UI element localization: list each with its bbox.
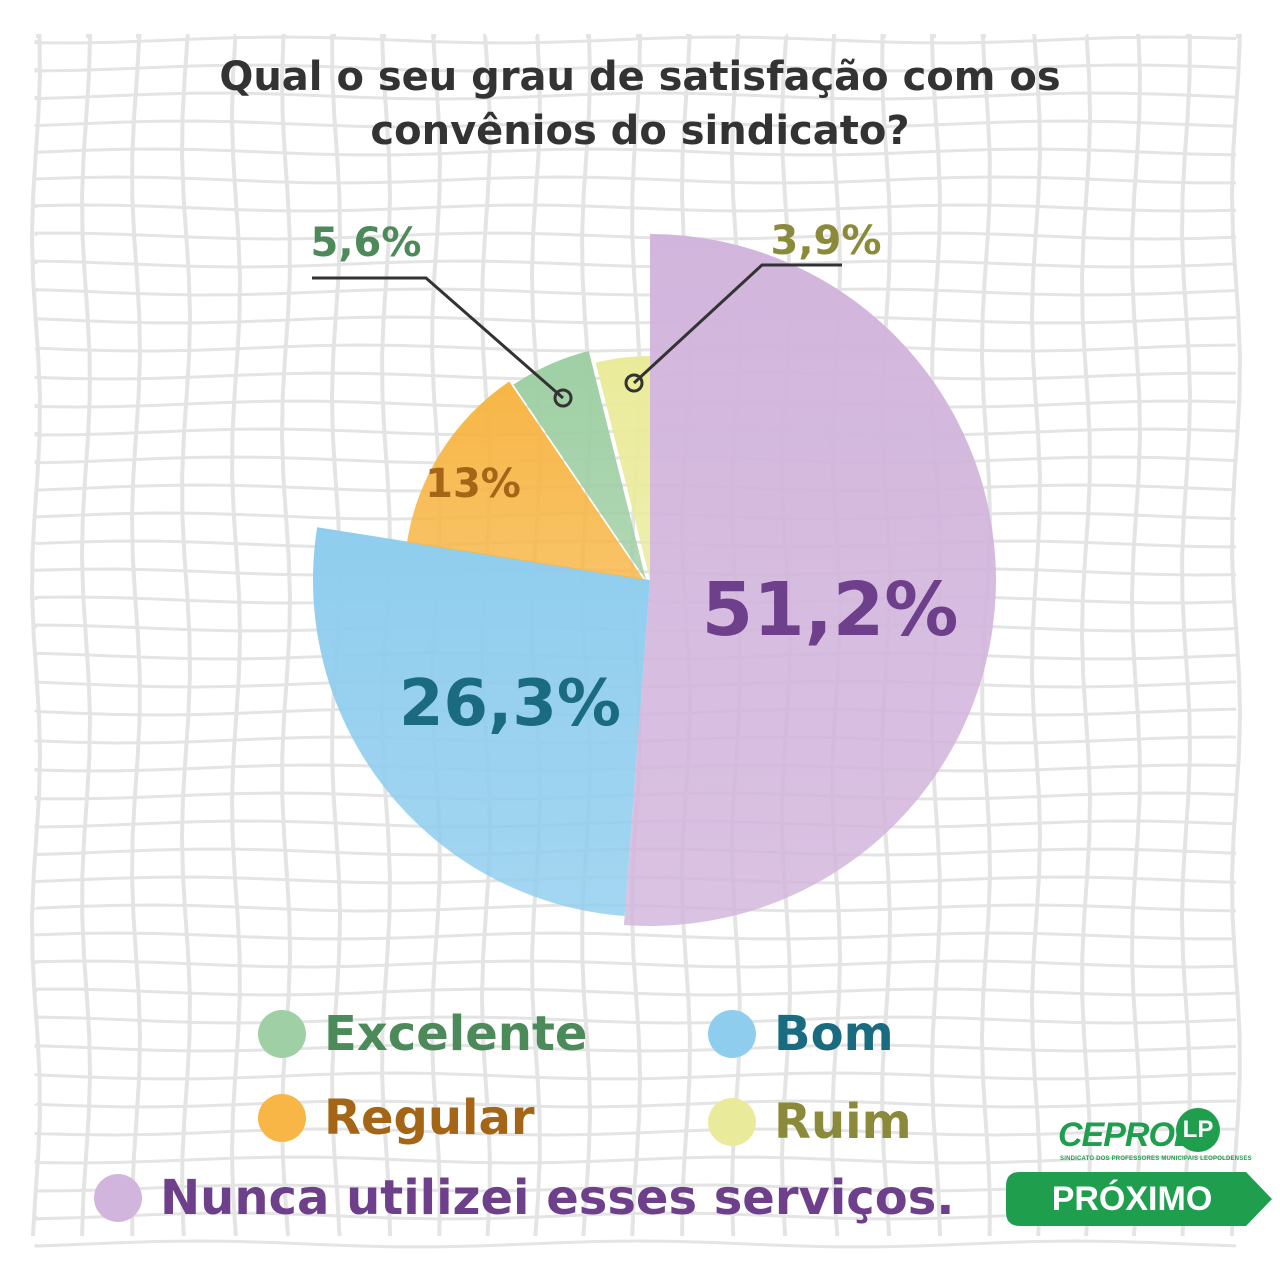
pie-slice bbox=[595, 356, 650, 580]
legend-label: Nunca utilizei esses serviços. bbox=[160, 1170, 955, 1226]
legend-label: Excelente bbox=[324, 1006, 588, 1062]
chart-title: Qual o seu grau de satisfação com os con… bbox=[0, 50, 1280, 158]
pie-slice bbox=[623, 234, 997, 927]
next-button-label: PRÓXIMO bbox=[1051, 1180, 1213, 1218]
grid-line bbox=[1080, 34, 1093, 1237]
legend-label: Regular bbox=[324, 1090, 535, 1146]
legend-item-nunca-utilizei: Nunca utilizei esses serviços. bbox=[94, 1170, 955, 1226]
grid-line bbox=[1029, 34, 1043, 1237]
leader-dot bbox=[624, 373, 644, 393]
grid-line bbox=[34, 259, 1237, 269]
grid-line bbox=[34, 203, 1237, 213]
next-button[interactable]: PRÓXIMO bbox=[1006, 1172, 1274, 1226]
legend-item-excelente: Excelente bbox=[258, 1006, 587, 1062]
legend-item-ruim: Ruim bbox=[708, 1094, 912, 1150]
grid-line bbox=[130, 34, 142, 1237]
data-label: 26,3% bbox=[399, 667, 621, 741]
logo-wordmark: CEPROL bbox=[1058, 1116, 1195, 1154]
grid-line bbox=[30, 34, 43, 1237]
legend-swatch bbox=[258, 1010, 306, 1058]
grid-line bbox=[34, 987, 1237, 997]
grid-line bbox=[34, 455, 1237, 465]
arrow-shape-icon bbox=[1006, 1172, 1272, 1226]
grid-line bbox=[230, 34, 242, 1237]
grid-line bbox=[34, 343, 1237, 353]
data-label: 3,9% bbox=[771, 218, 882, 264]
data-label: 51,2% bbox=[702, 567, 959, 653]
grid-line bbox=[34, 1099, 1237, 1109]
pie-slice bbox=[513, 351, 646, 580]
grid-line bbox=[1179, 34, 1193, 1237]
logo-mark-icon: LP bbox=[1176, 1108, 1220, 1152]
grid-line bbox=[1130, 34, 1142, 1237]
grid-line bbox=[34, 147, 1237, 157]
pie-slice bbox=[312, 527, 650, 917]
legend-item-bom: Bom bbox=[708, 1006, 894, 1062]
grid-line bbox=[80, 34, 93, 1237]
grid-line bbox=[34, 231, 1237, 241]
grid-line bbox=[34, 315, 1237, 325]
grid-line bbox=[34, 959, 1237, 969]
grid-line bbox=[34, 35, 1237, 45]
leader-line bbox=[632, 263, 842, 385]
grid-line bbox=[34, 1043, 1237, 1053]
data-label: 13% bbox=[425, 461, 521, 507]
grid-line bbox=[179, 34, 192, 1237]
legend-swatch bbox=[94, 1174, 142, 1222]
grid-line bbox=[34, 931, 1237, 941]
pie-slice bbox=[406, 381, 644, 580]
title-line-1: Qual o seu grau de satisfação com os bbox=[219, 54, 1061, 100]
leader-line bbox=[312, 276, 564, 400]
grid-line bbox=[34, 1155, 1237, 1165]
grid-line bbox=[1229, 34, 1243, 1237]
legend-swatch bbox=[708, 1010, 756, 1058]
ceprol-logo: CEPROL LP SINDICATO DOS PROFESSORES MUNI… bbox=[1058, 1108, 1252, 1166]
legend-label: Bom bbox=[774, 1006, 894, 1062]
legend-swatch bbox=[258, 1094, 306, 1142]
grid-line bbox=[34, 1071, 1237, 1081]
grid-line bbox=[34, 1239, 1237, 1249]
grid-line bbox=[34, 175, 1237, 185]
leader-dot bbox=[553, 388, 573, 408]
legend-label: Ruim bbox=[774, 1094, 912, 1150]
grid-line bbox=[34, 287, 1237, 297]
logo-subtitle: SINDICATO DOS PROFESSORES MUNICIPAIS LEO… bbox=[1060, 1156, 1252, 1162]
legend-swatch bbox=[708, 1098, 756, 1146]
grid-line bbox=[34, 91, 1237, 101]
data-label: 5,6% bbox=[311, 220, 422, 266]
grid-line bbox=[34, 119, 1237, 129]
grid-line bbox=[34, 63, 1237, 73]
grid-line bbox=[34, 1127, 1237, 1137]
legend-item-regular: Regular bbox=[258, 1090, 535, 1146]
title-line-2: convênios do sindicato? bbox=[370, 108, 910, 154]
grid-line bbox=[34, 1015, 1237, 1025]
